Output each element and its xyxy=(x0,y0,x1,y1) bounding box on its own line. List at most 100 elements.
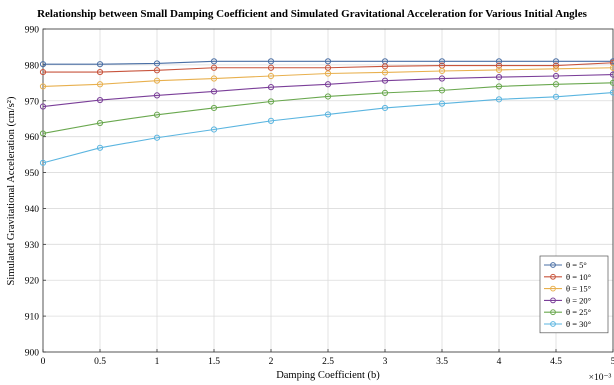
data-point xyxy=(324,70,332,77)
data-point xyxy=(39,83,47,90)
legend-item: θ = 25° xyxy=(544,307,591,317)
data-point xyxy=(39,159,47,166)
data-point xyxy=(210,88,218,95)
series-3 xyxy=(39,64,614,90)
data-point xyxy=(153,92,161,99)
data-point xyxy=(495,58,503,65)
data-point xyxy=(267,98,275,105)
x-tick-label: 4 xyxy=(497,357,502,367)
data-point xyxy=(438,75,446,82)
data-point xyxy=(438,87,446,94)
y-tick-label: 990 xyxy=(25,26,40,36)
x-tick-label: 0.5 xyxy=(94,357,106,367)
series-4 xyxy=(39,71,614,110)
data-point xyxy=(96,119,104,127)
data-point xyxy=(267,72,275,80)
series-6 xyxy=(39,89,614,166)
x-tick-label: 5 xyxy=(611,357,614,367)
data-point xyxy=(552,81,560,88)
data-point xyxy=(210,75,218,82)
data-point xyxy=(210,58,218,65)
data-point xyxy=(495,73,503,81)
data-point xyxy=(381,89,389,96)
data-point xyxy=(495,62,503,69)
data-point xyxy=(438,100,446,107)
data-point xyxy=(381,104,389,112)
data-point xyxy=(609,64,614,71)
data-point xyxy=(210,126,218,133)
data-point xyxy=(210,104,218,112)
data-point xyxy=(96,81,104,88)
data-point xyxy=(267,58,275,65)
data-point xyxy=(552,93,560,100)
data-point xyxy=(153,67,161,74)
data-point xyxy=(153,77,161,84)
data-point xyxy=(39,61,47,68)
data-point xyxy=(552,65,560,72)
y-tick-label: 910 xyxy=(25,313,40,323)
legend-item: θ = 10° xyxy=(544,272,591,282)
series-line xyxy=(42,91,614,164)
data-point xyxy=(267,64,275,71)
data-point xyxy=(495,83,503,90)
y-axis: 900 910 920 930 940 950 960 970 980 990 xyxy=(25,26,46,359)
chart-title: Relationship between Small Damping Coeff… xyxy=(37,8,588,20)
y-tick-label: 900 xyxy=(25,349,40,359)
data-point xyxy=(609,71,614,78)
y-tick-label: 920 xyxy=(25,277,40,287)
data-point xyxy=(210,64,218,71)
data-point xyxy=(153,60,161,67)
y-tick-label: 940 xyxy=(25,205,40,215)
legend-marker xyxy=(550,309,556,316)
x-axis: 0 0.5 1 1.5 2 2.5 3 3.5 4 4.5 5 xyxy=(41,349,614,367)
data-point xyxy=(609,89,614,96)
x-axis-multiplier: ×10⁻³ xyxy=(589,373,612,383)
legend-label: θ = 5° xyxy=(566,260,587,270)
legend-label: θ = 30° xyxy=(566,319,591,329)
data-point xyxy=(381,77,389,84)
x-axis-label: Damping Coefficient (b) xyxy=(276,370,380,381)
data-point xyxy=(39,103,47,110)
legend-label: θ = 20° xyxy=(566,295,591,305)
y-axis-label: Simulated Gravitational Acceleration (cm… xyxy=(6,96,17,285)
data-point xyxy=(39,130,47,137)
data-point xyxy=(324,93,332,100)
series-group xyxy=(39,58,614,166)
legend-marker xyxy=(550,285,556,292)
legend: θ = 5° θ = 10° θ = 15°θ = 20° θ = 25° θ = 30… xyxy=(539,255,609,334)
legend-item: θ = 20° xyxy=(544,295,591,305)
data-point xyxy=(438,67,446,75)
x-tick-label: 2 xyxy=(269,357,274,367)
data-point xyxy=(609,79,614,86)
legend-marker xyxy=(550,273,556,280)
series-line xyxy=(42,67,614,87)
data-point xyxy=(153,111,161,118)
data-point xyxy=(552,58,560,65)
data-point xyxy=(381,63,389,70)
data-point xyxy=(324,111,332,118)
legend-label: θ = 25° xyxy=(566,307,591,317)
legend-item: θ = 5° xyxy=(544,260,587,270)
data-point xyxy=(96,96,104,104)
data-point xyxy=(96,61,104,68)
x-tick-label: 0 xyxy=(41,357,46,367)
legend-label: θ = 15° xyxy=(566,284,591,294)
data-point xyxy=(96,144,104,151)
series-line xyxy=(42,82,614,134)
series-2 xyxy=(39,59,614,76)
data-point xyxy=(381,69,389,76)
legend-box xyxy=(539,255,609,334)
legend-item: θ = 15° xyxy=(544,284,591,294)
data-point xyxy=(96,68,104,76)
legend-marker xyxy=(550,262,556,268)
y-tick-label: 980 xyxy=(25,61,40,71)
data-point xyxy=(153,134,161,141)
series-line xyxy=(43,60,613,65)
data-point xyxy=(324,58,332,65)
legend-marker xyxy=(550,321,556,327)
data-point xyxy=(495,96,503,103)
x-tick-label: 3.5 xyxy=(436,357,448,367)
y-tick-label: 930 xyxy=(25,241,40,251)
legend-marker xyxy=(550,297,556,304)
x-tick-label: 2.5 xyxy=(322,357,334,367)
